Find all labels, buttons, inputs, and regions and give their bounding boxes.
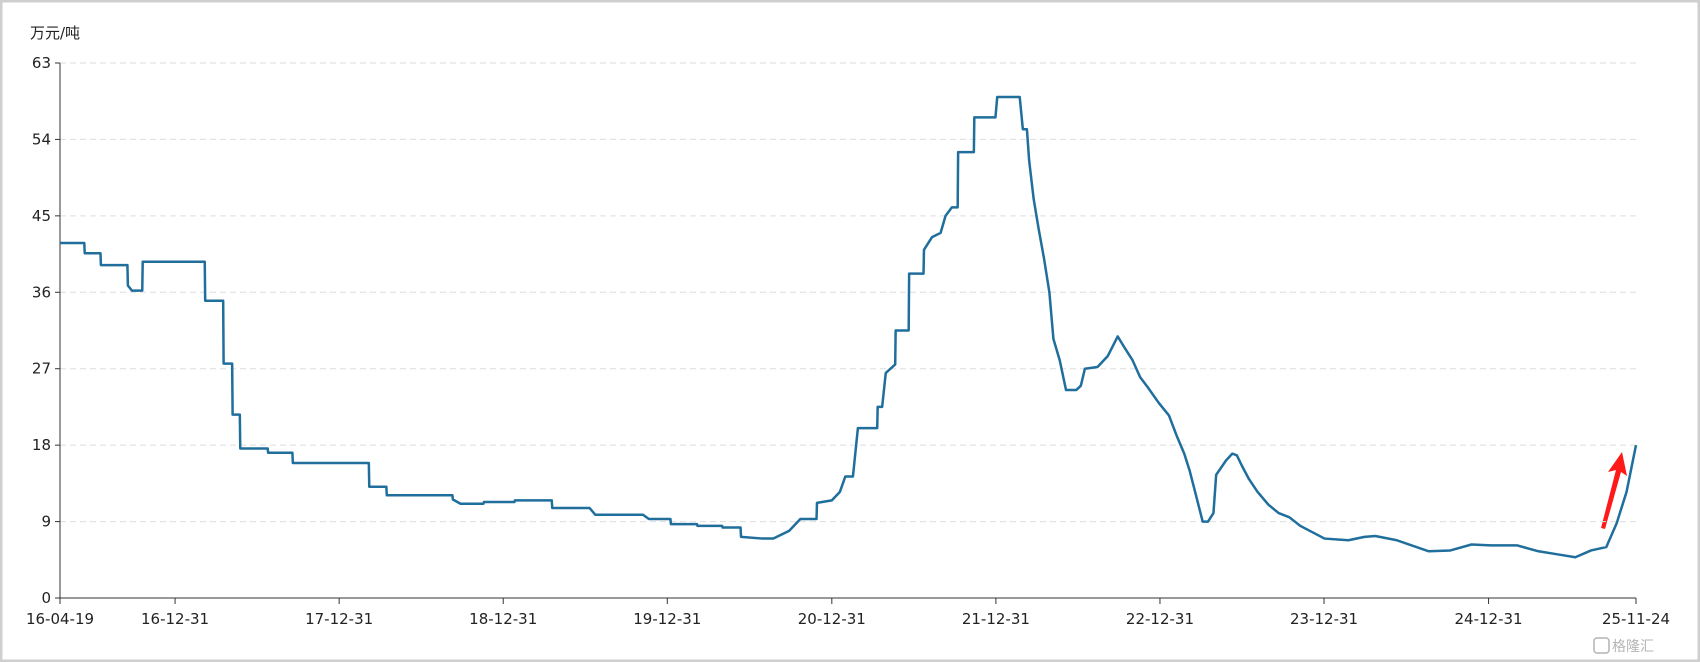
x-tick-label: 23-12-31 [1290, 610, 1358, 628]
y-axis-label: 万元/吨 [30, 24, 80, 42]
x-tick-label: 19-12-31 [633, 610, 701, 628]
y-tick-label: 45 [32, 207, 51, 225]
x-tick-label: 16-12-31 [141, 610, 209, 628]
x-tick-label: 24-12-31 [1455, 610, 1523, 628]
price-line [60, 95, 1638, 559]
x-tick-label: 18-12-31 [469, 610, 537, 628]
y-tick-label: 63 [32, 54, 51, 72]
x-tick-label: 21-12-31 [962, 610, 1030, 628]
y-tick-label: 9 [41, 513, 51, 531]
x-tick-label: 22-12-31 [1126, 610, 1194, 628]
watermark-icon [1593, 637, 1610, 654]
x-tick-label: 25-11-24 [1602, 610, 1670, 628]
x-tick-label: 16-04-19 [26, 610, 94, 628]
y-tick-label: 18 [32, 436, 51, 454]
watermark-group: 格隆汇 [1593, 637, 1654, 655]
y-tick-label: 36 [32, 283, 51, 301]
arrow-annotation [1601, 452, 1627, 529]
y-tick-label: 0 [41, 589, 51, 607]
x-tick-label: 20-12-31 [798, 610, 866, 628]
watermark: 格隆汇 [1612, 639, 1654, 655]
y-tick-label: 27 [32, 360, 51, 378]
x-tick-label: 17-12-31 [305, 610, 373, 628]
y-tick-label: 54 [32, 130, 51, 148]
